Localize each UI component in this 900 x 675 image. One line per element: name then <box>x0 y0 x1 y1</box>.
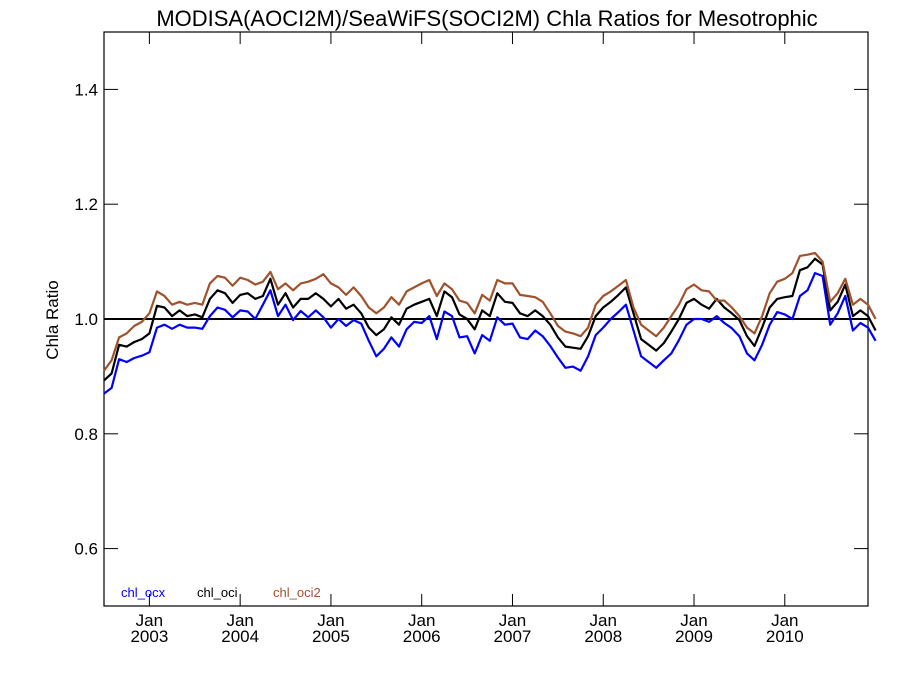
x-tick-month-label: Jan <box>136 611 163 630</box>
series-line-chl-ocx <box>103 272 877 395</box>
x-tick-year-label: 2007 <box>494 627 532 646</box>
series-line-chl-oci2 <box>103 251 877 372</box>
x-tick-month-label: Jan <box>499 611 526 630</box>
x-tick-year-label: 2009 <box>675 627 713 646</box>
legend-entry-chl-oci2: chl_oci2 <box>273 585 321 600</box>
y-tick-label: 0.6 <box>74 540 98 559</box>
y-tick-label: 1.0 <box>74 310 98 329</box>
x-tick-month-label: Jan <box>771 611 798 630</box>
y-tick-label: 0.8 <box>74 425 98 444</box>
x-tick-year-label: 2004 <box>221 627 259 646</box>
series-layer <box>103 251 877 395</box>
x-tick-month-label: Jan <box>408 611 435 630</box>
legend: chl_ocx chl_oci chl_oci2 <box>121 585 321 600</box>
legend-entry-chl-ocx: chl_ocx <box>121 585 166 600</box>
chart-title: MODISA(AOCI2M)/SeaWiFS(SOCI2M) Chla Rati… <box>156 6 817 31</box>
y-tick-label: 1.4 <box>74 80 98 99</box>
x-tick-year-label: 2003 <box>130 627 168 646</box>
x-tick-month-label: Jan <box>590 611 617 630</box>
x-tick-year-label: 2008 <box>584 627 622 646</box>
series-line-chl-oci <box>103 257 877 382</box>
legend-entry-chl-oci: chl_oci <box>197 585 238 600</box>
x-tick-year-label: 2010 <box>766 627 804 646</box>
x-tick-month-label: Jan <box>680 611 707 630</box>
x-tick-month-label: Jan <box>226 611 253 630</box>
x-tick-year-label: 2005 <box>312 627 350 646</box>
x-tick-year-label: 2006 <box>403 627 441 646</box>
x-tick-month-label: Jan <box>317 611 344 630</box>
y-axis-label: Chla Ratio <box>43 280 62 359</box>
tick-layer: 0.60.81.01.21.4Jan2003Jan2004Jan2005Jan2… <box>74 32 868 646</box>
y-tick-label: 1.2 <box>74 195 98 214</box>
